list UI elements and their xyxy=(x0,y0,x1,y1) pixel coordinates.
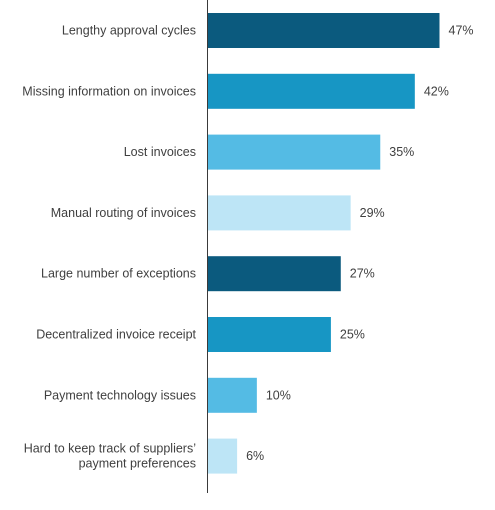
category-label: Manual routing of invoices xyxy=(51,206,196,220)
category-label: Payment technology issues xyxy=(44,388,196,402)
bar xyxy=(207,377,257,413)
value-label: 10% xyxy=(266,388,291,402)
category-label-line: Large number of exceptions xyxy=(41,267,196,281)
bar xyxy=(207,73,415,109)
value-label: 29% xyxy=(360,206,385,220)
category-label: Large number of exceptions xyxy=(41,267,196,281)
value-label: 47% xyxy=(449,24,474,38)
category-label: Decentralized invoice receipt xyxy=(36,328,196,342)
category-label-line: payment preferences xyxy=(79,457,196,471)
bar xyxy=(207,13,440,48)
category-label-line: Payment technology issues xyxy=(44,388,196,402)
category-label: Hard to keep track of suppliers’ payment … xyxy=(24,442,196,471)
category-labels-layer: Lengthy approval cycles Missing informati… xyxy=(22,24,196,471)
value-label: 42% xyxy=(424,84,449,98)
bar xyxy=(207,256,341,292)
bar xyxy=(207,134,381,170)
category-label-line: Lengthy approval cycles xyxy=(62,24,196,38)
bar xyxy=(207,438,238,474)
category-label-line: Hard to keep track of suppliers’ xyxy=(24,442,196,456)
category-label: Lost invoices xyxy=(124,145,196,159)
value-label: 25% xyxy=(340,328,365,342)
value-label: 27% xyxy=(350,267,375,281)
bars-layer xyxy=(207,13,440,474)
category-label-line: Decentralized invoice receipt xyxy=(36,328,196,342)
category-label-line: Missing information on invoices xyxy=(22,84,196,98)
bar xyxy=(207,195,351,231)
category-label-line: Manual routing of invoices xyxy=(51,206,196,220)
category-label: Missing information on invoices xyxy=(22,84,196,98)
value-label: 6% xyxy=(246,449,264,463)
value-labels-layer: 47% 42% 35% 29% 27% 25% 10% 6% xyxy=(246,24,473,464)
category-label-line: Lost invoices xyxy=(124,145,196,159)
category-label: Lengthy approval cycles xyxy=(62,24,196,38)
bar xyxy=(207,317,331,352)
value-label: 35% xyxy=(389,145,414,159)
